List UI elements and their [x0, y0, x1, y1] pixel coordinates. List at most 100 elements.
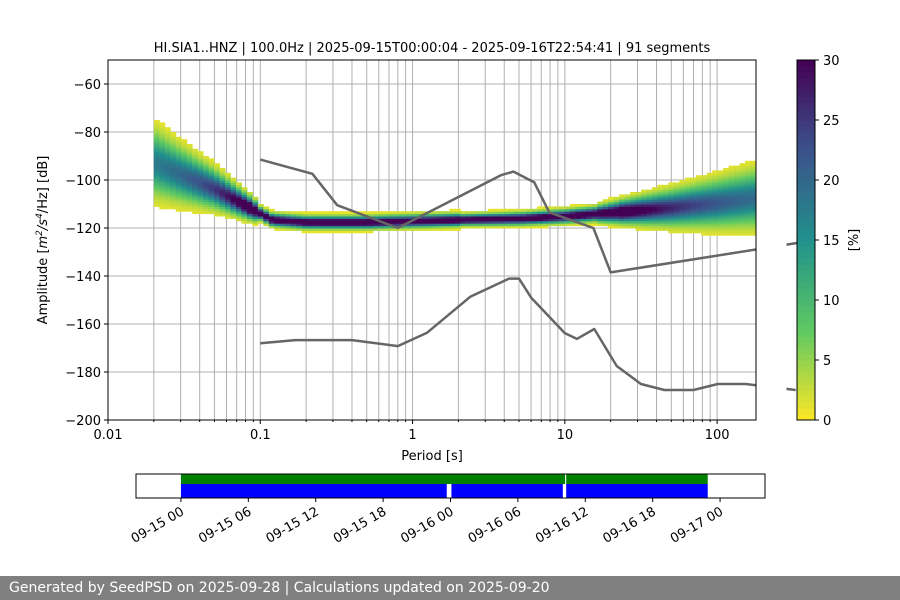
psd-cell	[203, 180, 210, 183]
psd-cell	[701, 206, 708, 210]
psd-cell	[542, 213, 549, 217]
x-tick-label: 1	[408, 428, 416, 443]
psd-cell	[394, 216, 401, 219]
psd-cell	[739, 177, 746, 181]
colorbar-step	[797, 222, 815, 229]
psd-cell	[170, 146, 177, 150]
psd-cell	[296, 216, 303, 219]
psd-cell	[192, 187, 199, 191]
psd-cell	[186, 187, 193, 191]
psd-cell	[547, 213, 554, 217]
psd-cell	[318, 213, 325, 217]
psd-cell	[285, 223, 292, 227]
psd-cell	[192, 172, 199, 176]
psd-cell	[701, 184, 708, 188]
psd-cell	[668, 182, 675, 186]
psd-cell	[750, 201, 757, 205]
psd-cell	[602, 201, 609, 205]
psd-cell	[608, 208, 615, 212]
colorbar-step	[797, 234, 815, 241]
psd-cell	[482, 223, 489, 227]
psd-cell	[197, 160, 204, 164]
psd-cell	[487, 208, 494, 212]
psd-cell	[537, 208, 544, 212]
psd-cell	[405, 225, 412, 229]
psd-cell	[307, 213, 314, 217]
psd-cell	[339, 228, 346, 231]
psd-cell	[197, 156, 204, 159]
psd-cell	[745, 201, 752, 205]
psd-cell	[695, 187, 702, 191]
psd-cell	[274, 225, 281, 229]
psd-cell	[657, 225, 664, 229]
psd-cell	[504, 220, 511, 224]
psd-cell	[662, 196, 669, 200]
psd-cell	[739, 196, 746, 200]
psd-cell	[580, 213, 587, 217]
psd-cell	[586, 223, 593, 227]
psd-cell	[307, 220, 314, 224]
psd-cell	[734, 187, 741, 191]
psd-cell	[564, 213, 571, 217]
psd-cell	[651, 201, 658, 205]
psd-cell	[750, 223, 757, 227]
psd-cell	[597, 201, 604, 205]
psd-cell	[159, 122, 166, 126]
psd-cell	[449, 228, 456, 231]
psd-cell	[526, 218, 533, 222]
psd-cell	[602, 199, 609, 203]
psd-cell	[443, 220, 450, 224]
psd-cell	[553, 211, 560, 215]
psd-cell	[422, 218, 429, 222]
psd-cell	[279, 223, 286, 227]
psd-cell	[493, 220, 500, 224]
psd-cell	[433, 225, 439, 229]
psd-cell	[745, 211, 752, 215]
psd-cell	[657, 213, 664, 217]
psd-cell	[646, 218, 653, 222]
x-tick-label: 10	[557, 428, 574, 443]
psd-cell	[422, 223, 429, 227]
grid	[107, 60, 756, 421]
psd-cell	[750, 225, 757, 229]
psd-cell	[651, 206, 658, 210]
psd-cell	[723, 192, 730, 195]
psd-cell	[471, 218, 478, 222]
psd-cell	[372, 216, 379, 219]
psd-cell	[684, 223, 691, 227]
psd-cell	[580, 220, 587, 224]
psd-cell	[635, 199, 642, 203]
psd-cell	[449, 208, 456, 212]
psd-cell	[641, 213, 648, 217]
psd-cell	[186, 192, 193, 195]
psd-cell	[734, 211, 741, 215]
psd-cell	[630, 194, 637, 198]
psd-cell	[728, 216, 735, 219]
psd-cell	[624, 213, 631, 217]
psd-cell	[197, 180, 204, 183]
psd-cell	[170, 180, 177, 183]
psd-cell	[214, 206, 221, 210]
psd-cell	[361, 223, 368, 227]
psd-cell	[531, 213, 538, 217]
psd-cell	[372, 211, 379, 215]
psd-cell	[695, 230, 702, 234]
psd-cell	[192, 170, 199, 174]
psd-cell	[192, 168, 199, 171]
psd-cell	[225, 180, 231, 183]
psd-cell	[214, 192, 221, 195]
psd-cell	[208, 192, 215, 195]
psd-cell	[739, 230, 746, 234]
psd-cell	[745, 225, 752, 229]
psd-cell	[219, 177, 226, 181]
psd-cell	[186, 158, 193, 162]
psd-cell	[290, 216, 297, 219]
psd-cell	[153, 148, 160, 152]
psd-cell	[673, 192, 680, 195]
psd-cell	[668, 228, 675, 231]
psd-cell	[537, 216, 544, 219]
psd-cell	[246, 194, 253, 198]
psd-cell	[356, 213, 363, 217]
psd-cell	[225, 187, 231, 191]
psd-cell	[350, 220, 357, 224]
